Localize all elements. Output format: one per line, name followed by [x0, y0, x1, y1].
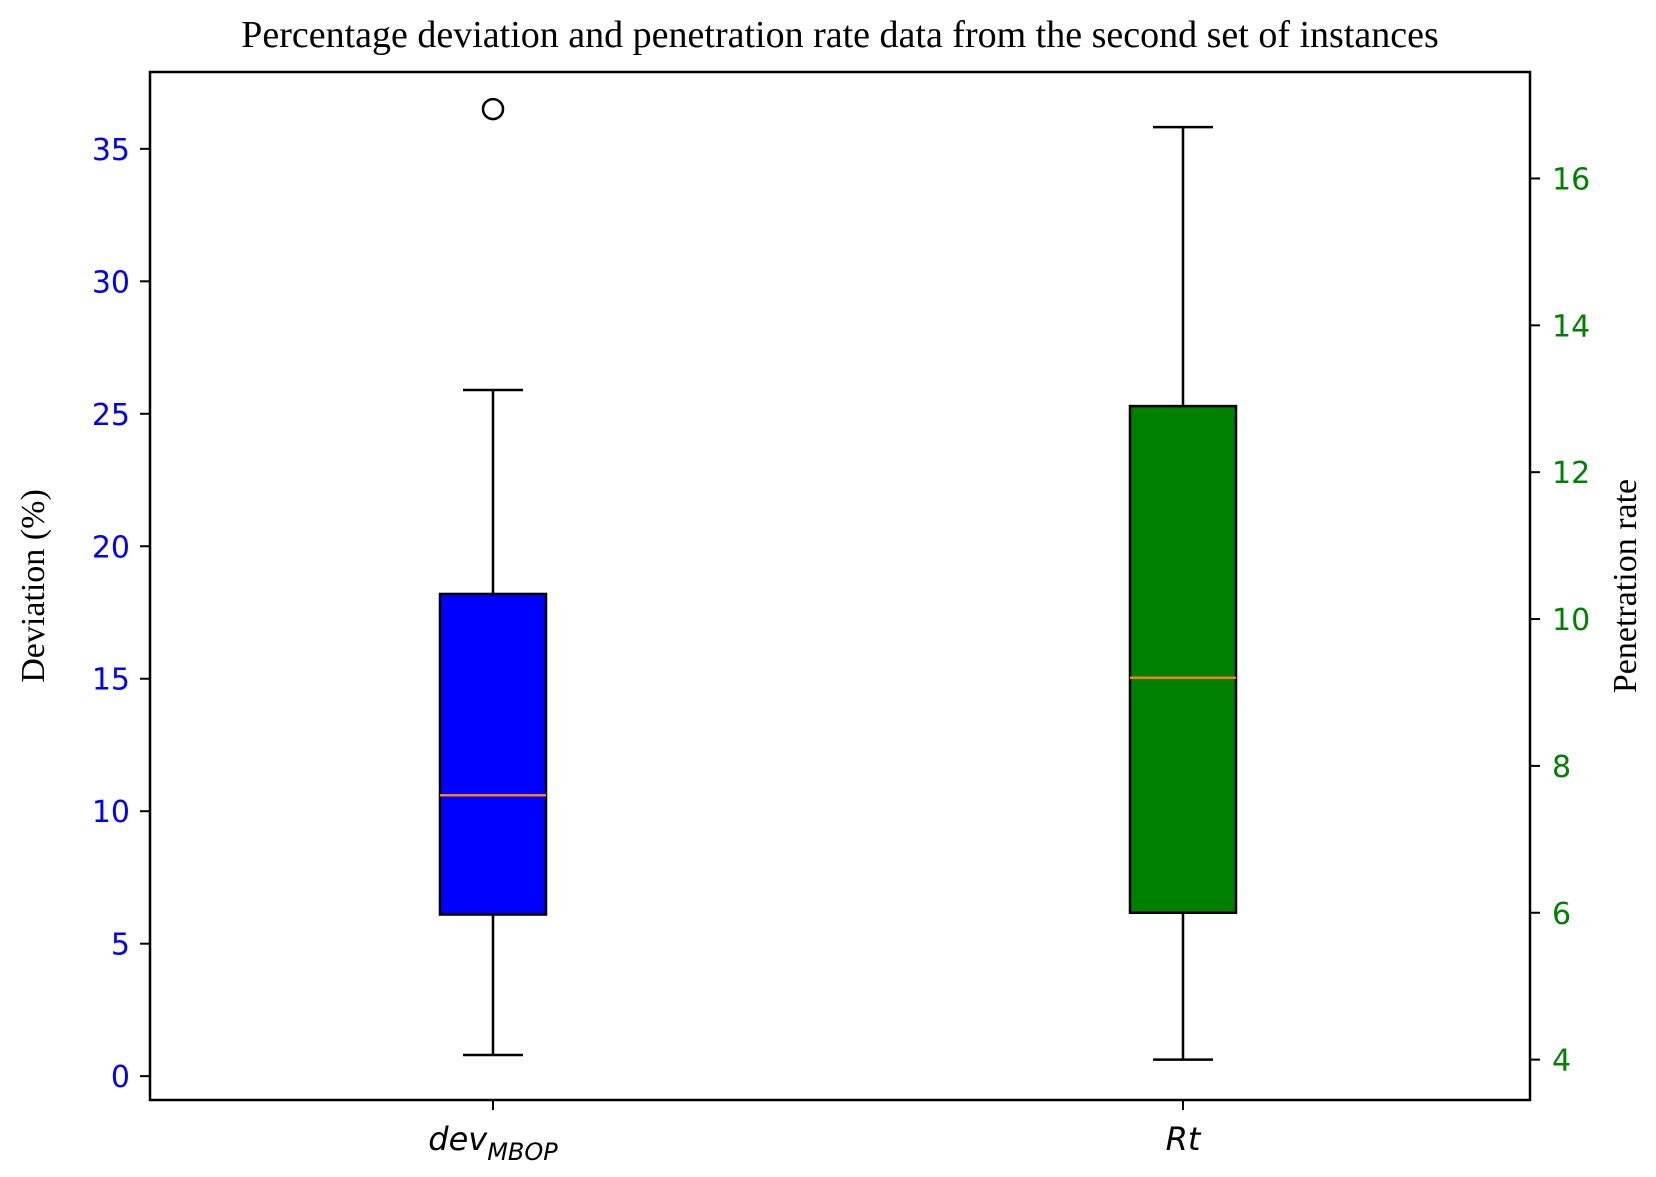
- right-tick-label: 12: [1552, 456, 1590, 491]
- left-tick-label: 5: [111, 928, 130, 963]
- left-tick-label: 15: [92, 663, 130, 698]
- category-label-main: Rt: [1166, 1120, 1202, 1158]
- category-label: Rt: [1166, 1120, 1202, 1158]
- right-tick-label: 6: [1552, 897, 1571, 932]
- left-tick-label: 0: [111, 1060, 130, 1095]
- box-body: [438, 592, 548, 916]
- left-tick-label: 30: [92, 265, 130, 300]
- plot-area: 0 5 10 15 20 25 30 35 4 6 8 10 12 14 16 devMBOP Rt Deviat…: [15, 70, 1644, 1166]
- left-tick-label: 10: [92, 795, 130, 830]
- outlier-point: [481, 97, 505, 121]
- right-tick-label: 10: [1552, 603, 1590, 638]
- category-label: devMBOP: [428, 1120, 558, 1166]
- right-tick-label: 8: [1552, 750, 1571, 785]
- box-group-0: [438, 97, 548, 1057]
- box-group-1: [1128, 125, 1238, 1061]
- left-axis-label: Deviation (%): [15, 489, 52, 683]
- category-label-subscript: MBOP: [487, 1138, 558, 1166]
- right-axis-label: Penetration rate: [1607, 479, 1644, 693]
- left-tick-label: 25: [92, 398, 130, 433]
- plot-frame: [148, 70, 1532, 1102]
- right-tick-label: 4: [1552, 1044, 1571, 1079]
- right-tick-label: 16: [1552, 162, 1590, 197]
- right-tick-label: 14: [1552, 309, 1590, 344]
- box-body: [1128, 404, 1238, 915]
- left-tick-label: 35: [92, 133, 130, 168]
- chart-title: Percentage deviation and penetration rat…: [241, 14, 1439, 56]
- left-tick-label: 20: [92, 530, 130, 565]
- category-label-main: dev: [428, 1120, 488, 1158]
